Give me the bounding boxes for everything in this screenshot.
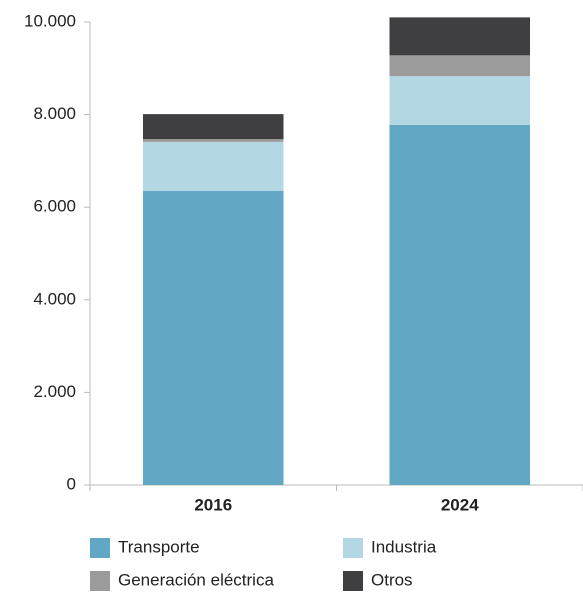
y-tick-label: 4.000 — [33, 289, 76, 308]
legend-label: Transporte — [118, 537, 200, 556]
bar-segment — [389, 17, 531, 56]
legend-swatch — [343, 571, 363, 591]
bar-segment — [142, 139, 284, 142]
bar-segment — [142, 141, 284, 191]
y-tick-label: 6.000 — [33, 197, 76, 216]
bar-segment — [389, 76, 531, 125]
legend-swatch — [90, 571, 110, 591]
legend-label: Generación eléctrica — [118, 570, 274, 589]
y-tick-label: 10.000 — [24, 11, 76, 30]
y-tick-label: 2.000 — [33, 382, 76, 401]
x-tick-label: 2024 — [441, 495, 479, 514]
bar-segment — [142, 190, 284, 485]
x-tick-label: 2016 — [194, 495, 232, 514]
y-tick-label: 0 — [67, 474, 76, 493]
legend-swatch — [343, 538, 363, 558]
y-tick-label: 8.000 — [33, 104, 76, 123]
bar-segment — [142, 114, 284, 140]
bar-segment — [389, 55, 531, 77]
legend-label: Industria — [371, 537, 437, 556]
legend-swatch — [90, 538, 110, 558]
legend-label: Otros — [371, 570, 413, 589]
bar-segment — [389, 124, 531, 485]
